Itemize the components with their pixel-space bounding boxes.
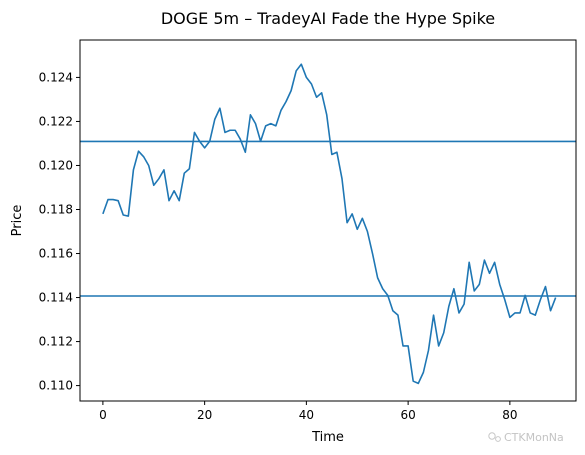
watermark-text: CTKMonNa bbox=[504, 431, 564, 444]
watermark: CTKMonNa bbox=[488, 431, 564, 444]
chart-title: DOGE 5m – TradeyAI Fade the Hype Spike bbox=[161, 9, 495, 28]
y-tick-label: 0.122 bbox=[39, 114, 73, 128]
y-tick-label: 0.114 bbox=[39, 291, 73, 305]
y-tick-label: 0.118 bbox=[39, 202, 73, 216]
x-tick-label: 20 bbox=[197, 408, 212, 422]
y-axis: 0.110 0.112 0.114 0.116 0.118 0.120 0.122 0.124 bbox=[39, 70, 80, 393]
plot-area bbox=[80, 63, 576, 385]
y-tick-label: 0.112 bbox=[39, 335, 73, 349]
plot-frame bbox=[79, 39, 577, 402]
x-axis-title: Time bbox=[311, 430, 344, 445]
y-tick-label: 0.110 bbox=[39, 379, 73, 393]
y-axis-title: Price bbox=[10, 205, 25, 237]
y-tick-label: 0.124 bbox=[39, 70, 73, 84]
x-tick-label: 60 bbox=[400, 408, 415, 422]
x-tick-label: 0 bbox=[99, 408, 107, 422]
x-tick-label: 80 bbox=[502, 408, 517, 422]
price-series-line bbox=[102, 63, 557, 385]
x-axis: 0 20 40 60 80 bbox=[99, 401, 518, 422]
y-tick-label: 0.120 bbox=[39, 158, 73, 172]
x-tick-label: 40 bbox=[299, 408, 314, 422]
y-tick-label: 0.116 bbox=[39, 247, 73, 261]
watermark-icon bbox=[488, 432, 501, 442]
